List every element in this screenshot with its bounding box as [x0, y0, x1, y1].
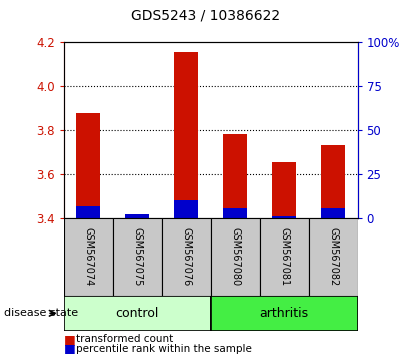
Text: ■: ■ [64, 342, 76, 354]
Bar [64, 296, 210, 331]
Bar [125, 215, 150, 218]
Text: GSM567080: GSM567080 [230, 227, 240, 286]
Text: arthritis: arthritis [259, 307, 309, 320]
Bar [260, 218, 309, 296]
Bar [174, 200, 199, 218]
Text: GSM567075: GSM567075 [132, 227, 142, 286]
Bar [309, 218, 358, 296]
Bar [76, 206, 100, 218]
Bar [211, 296, 358, 331]
Bar [162, 218, 211, 296]
Bar [113, 218, 162, 296]
Text: disease state: disease state [4, 308, 78, 318]
Text: GDS5243 / 10386622: GDS5243 / 10386622 [131, 9, 280, 23]
Bar [223, 135, 247, 218]
Bar [125, 217, 150, 218]
Text: GSM567074: GSM567074 [83, 227, 93, 286]
Text: ■: ■ [64, 333, 76, 346]
Bar [321, 145, 345, 218]
Bar [272, 162, 296, 218]
Bar [211, 218, 260, 296]
Text: GSM567076: GSM567076 [181, 227, 191, 286]
Bar [76, 113, 100, 218]
Bar [64, 218, 113, 296]
Text: control: control [115, 307, 159, 320]
Text: GSM567082: GSM567082 [328, 227, 338, 286]
Bar [223, 208, 247, 218]
Bar [174, 52, 199, 218]
Text: transformed count: transformed count [76, 334, 173, 344]
Text: percentile rank within the sample: percentile rank within the sample [76, 344, 252, 354]
Bar [321, 208, 345, 218]
Bar [272, 216, 296, 218]
Text: GSM567081: GSM567081 [279, 227, 289, 286]
